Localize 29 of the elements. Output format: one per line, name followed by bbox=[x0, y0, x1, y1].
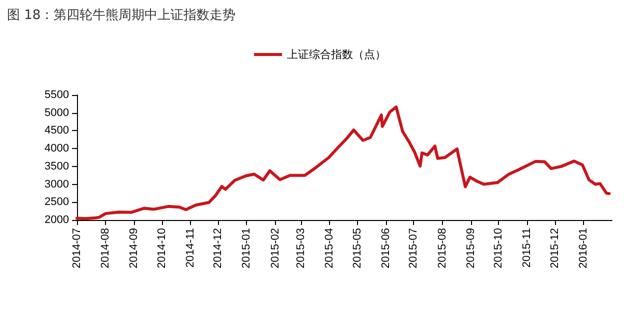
y-tick-label: 3500 bbox=[44, 160, 69, 172]
x-tick-label: 2014-11 bbox=[184, 228, 196, 268]
y-tick-label: 5000 bbox=[44, 106, 69, 119]
x-tick-label: 2014-12 bbox=[212, 228, 224, 268]
x-tick-label: 2015-03 bbox=[295, 228, 308, 268]
x-tick-label: 2016-01 bbox=[577, 228, 590, 268]
legend-label: 上证综合指数（点） bbox=[287, 48, 386, 61]
x-tick-label: 2015-12 bbox=[548, 228, 561, 268]
x-tick-label: 2014-10 bbox=[156, 228, 168, 268]
x-tick-label: 2014-09 bbox=[128, 228, 140, 268]
y-tick-label: 4000 bbox=[44, 142, 69, 155]
chart-title: 图 18：第四轮牛熊周期中上证指数走势 bbox=[7, 8, 236, 23]
x-tick-label: 2015-05 bbox=[351, 228, 364, 268]
x-tick-label: 2015-04 bbox=[324, 228, 336, 268]
x-tick-label: 2015-02 bbox=[269, 228, 282, 268]
x-tick-label: 2015-08 bbox=[436, 228, 448, 268]
y-tick-label: 5500 bbox=[44, 89, 69, 101]
x-tick-label: 2015-09 bbox=[464, 228, 477, 268]
x-tick-label: 2015-06 bbox=[380, 228, 392, 268]
x-tick-label: 2015-11 bbox=[521, 228, 534, 268]
y-tick-label: 2000 bbox=[44, 214, 69, 226]
x-tick-label: 2015-10 bbox=[492, 228, 505, 268]
y-tick-label: 3000 bbox=[44, 178, 69, 190]
y-tick-label: 2500 bbox=[44, 196, 69, 208]
x-tick-label: 2014-07 bbox=[71, 228, 83, 268]
x-tick-label: 2015-07 bbox=[408, 228, 420, 268]
y-tick-label: 4500 bbox=[44, 124, 69, 137]
x-tick-label: 2015-01 bbox=[240, 228, 253, 268]
x-tick-label: 2014-08 bbox=[100, 228, 112, 268]
